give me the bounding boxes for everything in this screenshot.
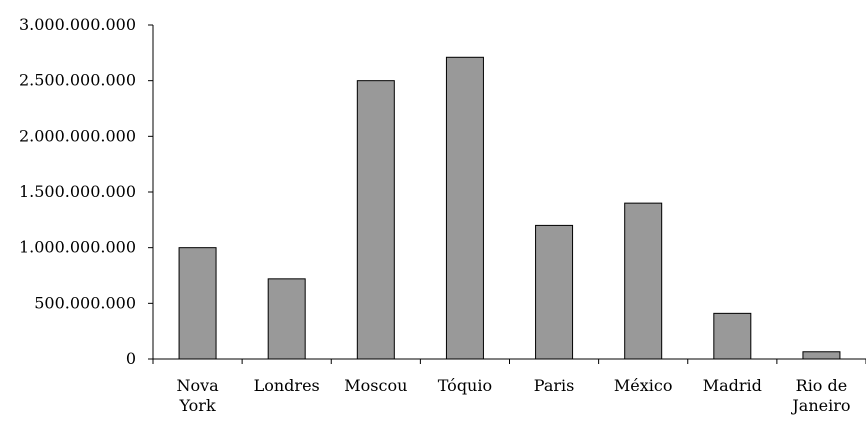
x-tick-label-line: Paris (534, 376, 575, 395)
x-tick-label: Madrid (703, 376, 762, 395)
bars (178, 56, 841, 360)
y-tick-label: 3.000.000.000 (19, 15, 136, 34)
bar (356, 80, 395, 360)
y-tick-label: 2.000.000.000 (19, 126, 136, 145)
x-tick-label-line: Madrid (703, 376, 762, 395)
bar (535, 224, 574, 360)
x-tick-label: Paris (534, 376, 575, 395)
y-tick-label: 1.000.000.000 (19, 238, 136, 257)
bar (178, 247, 217, 360)
x-tick-label: México (614, 376, 673, 395)
x-tick-label: Tóquio (438, 376, 492, 395)
y-tick-label: 500.000.000 (34, 293, 136, 312)
bar (713, 312, 752, 360)
x-tick-label-line: Nova (176, 376, 219, 395)
x-tick-label: Rio de Janeiro (790, 376, 850, 415)
bar (802, 351, 841, 360)
bar (445, 56, 484, 360)
y-tick-label: 0 (126, 349, 136, 368)
x-tick-label-line: Janeiro (790, 396, 850, 415)
y-tick-label: 1.500.000.000 (19, 182, 136, 201)
x-tick-label-line: York (178, 396, 215, 415)
x-tick-label-line: Moscou (344, 376, 407, 395)
x-tick-label: Nova York (176, 376, 219, 415)
y-tick-label: 2.500.000.000 (19, 71, 136, 90)
x-axis: Nova York Londres Moscou Tóquio Paris México Ma… (152, 358, 866, 415)
bar (624, 202, 663, 360)
x-tick-label-line: Londres (254, 376, 320, 395)
x-tick-label-line: Rio de (796, 376, 848, 395)
x-tick-label: Moscou (344, 376, 407, 395)
y-axis: 0 500.000.000 1.000.000.000 1.500.000.000 2.… (19, 15, 154, 368)
x-tick-label-line: México (614, 376, 673, 395)
x-tick-label: Londres (254, 376, 320, 395)
bar (267, 278, 306, 360)
x-tick-label-line: Tóquio (438, 376, 492, 395)
